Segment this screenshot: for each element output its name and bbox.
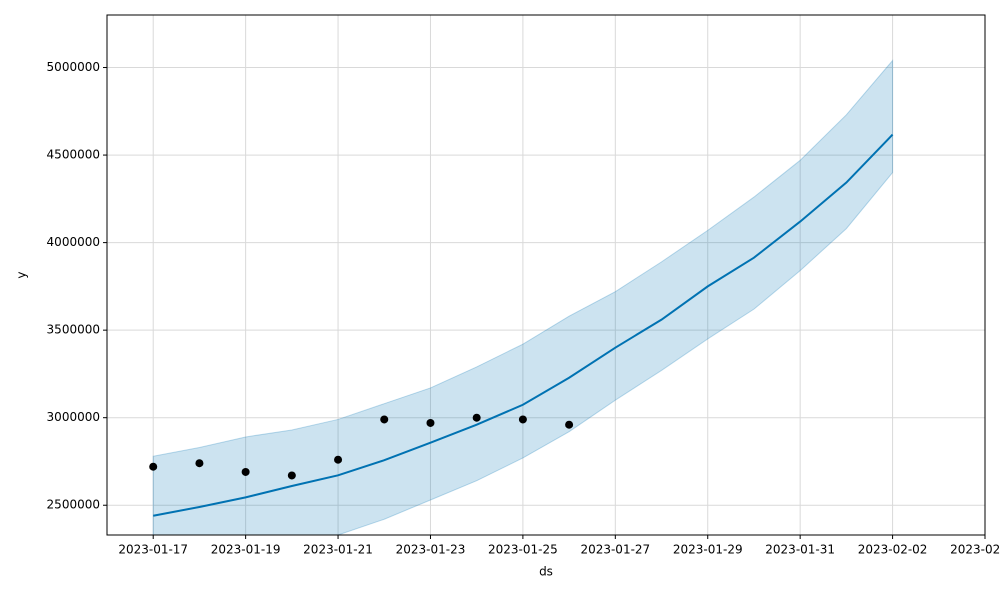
x-tick-label: 2023-01-25 [488,543,558,557]
data-point [518,415,527,424]
plot-area [149,59,894,535]
data-point [287,471,296,480]
y-tick-label: 4000000 [47,235,100,249]
data-point [149,462,158,471]
data-point [426,418,435,427]
data-point [380,415,389,424]
data-point [565,420,574,429]
x-tick-label: 2023-01-17 [118,543,188,557]
y-tick-label: 5000000 [47,60,100,74]
y-tick-label: 3000000 [47,410,100,424]
y-axis-label: y [15,271,29,278]
x-tick-label: 2023-01-23 [396,543,466,557]
data-point [472,413,481,422]
forecast-line [153,133,894,517]
x-tick-label: 2023-01-31 [765,543,835,557]
x-tick-label: 2023-01-29 [673,543,743,557]
data-point [195,459,204,468]
y-tick-label: 4500000 [47,148,100,162]
y-tick-label: 2500000 [47,498,100,512]
grid [107,15,986,535]
x-tick-label: 2023-01-27 [580,543,650,557]
x-tick-label: 2023-01-19 [211,543,281,557]
uncertainty-band [152,59,894,535]
y-tick-label: 3500000 [47,323,100,337]
x-tick-label: 2023-02-04 [950,543,1000,557]
axes: 2500000 3000000 3500000 4000000 4500000 50000… [47,60,1000,556]
data-point [334,455,343,464]
plot-frame [106,14,986,536]
x-axis-label: ds [539,565,553,579]
x-tick-label: 2023-01-21 [303,543,373,557]
x-tick-label: 2023-02-02 [858,543,928,557]
data-point [241,467,250,476]
